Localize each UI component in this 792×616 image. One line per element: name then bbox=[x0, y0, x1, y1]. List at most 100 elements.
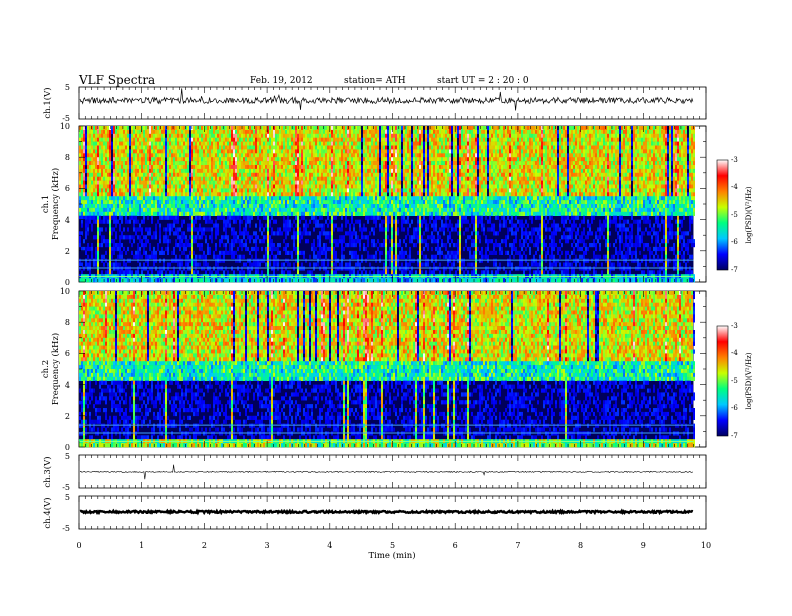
ch1-spectrogram-cell bbox=[265, 184, 267, 189]
ch1-spectrogram-cell bbox=[195, 270, 197, 275]
ch1-spectrogram-cell bbox=[307, 180, 309, 185]
ch1-spectrogram-cell bbox=[127, 200, 129, 205]
ch1-spectrogram-cell bbox=[179, 172, 181, 177]
ch1-spectrogram-cell bbox=[175, 200, 177, 205]
ch1-spectrogram-cell bbox=[293, 235, 295, 240]
ch1-spectrogram-cell bbox=[323, 227, 325, 232]
ch1-spectrogram-cell bbox=[83, 184, 85, 189]
ch1-spectrogram-cell bbox=[83, 215, 85, 220]
ch1-spectrogram-cell bbox=[381, 200, 383, 205]
ch1-spectrogram-cell bbox=[115, 258, 117, 263]
ch1-spectrogram-cell bbox=[135, 188, 137, 193]
ch1-spectrogram-cell bbox=[207, 246, 209, 252]
ch1-spectrogram-cell bbox=[233, 129, 235, 135]
ch1-spectrogram-cell bbox=[269, 235, 271, 240]
ch1-spectrogram-cell bbox=[219, 133, 221, 138]
ch1-spectrogram-cell bbox=[195, 145, 197, 150]
ch1-spectrogram-cell bbox=[105, 243, 107, 248]
ch1-spectrogram-cell bbox=[237, 180, 239, 185]
ch1-spectrogram-cell bbox=[111, 239, 113, 244]
ch1-spectrogram-cell bbox=[193, 165, 195, 170]
ch1-spectrogram-cell bbox=[247, 270, 249, 275]
ch1-spectrogram-cell bbox=[155, 192, 157, 197]
ch1-spectrogram-cell bbox=[227, 235, 229, 240]
ch1-spectrogram-cell bbox=[301, 192, 303, 197]
ch1-spectrogram-cell bbox=[111, 207, 113, 213]
ch1-spectrogram-cell bbox=[95, 153, 97, 158]
ch1-spectrogram-cell bbox=[201, 254, 203, 259]
ch1-spectrogram-cell bbox=[339, 129, 341, 135]
ch1-spectrogram-cell bbox=[113, 262, 115, 267]
ch1-spectrogram-cell bbox=[283, 161, 285, 166]
ch1-spectrogram-cell bbox=[373, 141, 375, 146]
ch1-spectrogram-cell bbox=[379, 258, 381, 263]
ch1-spectrogram-cell bbox=[303, 250, 305, 255]
ch1-spectrogram-cell bbox=[87, 180, 89, 185]
ch1-spectrogram-cell bbox=[297, 200, 299, 205]
ch1-spectrogram-cell bbox=[129, 176, 131, 181]
ch1-spectrogram-cell bbox=[383, 266, 385, 271]
ch1-spectrogram-cell bbox=[99, 204, 101, 209]
ch1-spectrogram-cell bbox=[191, 196, 193, 201]
ch1-spectrogram-cell bbox=[185, 262, 187, 267]
ch1-spectrogram-cell bbox=[315, 196, 317, 201]
ch1-spectrogram-cell bbox=[267, 184, 269, 189]
ch1-spectrogram-cell bbox=[175, 157, 177, 162]
ch1-spectrogram-cell bbox=[281, 157, 283, 162]
ch1-spectrogram-cell bbox=[137, 192, 139, 197]
ch1-spectrogram-cell bbox=[107, 204, 109, 209]
ch1-spectrogram-cell bbox=[249, 258, 251, 263]
ch1-spectrogram-cell bbox=[113, 250, 115, 255]
ch1-spectrogram-cell bbox=[177, 157, 179, 162]
ch1-spectrogram-cell bbox=[189, 180, 191, 185]
ch1-spectrogram-cell bbox=[97, 180, 99, 185]
ch1-spectrogram-cell bbox=[355, 137, 357, 142]
ch1-spectrogram-cell bbox=[183, 165, 185, 170]
ch1-spectrogram-cell bbox=[329, 204, 331, 209]
ch1-spectrogram-cell bbox=[183, 219, 185, 224]
ch1-spectrogram-cell bbox=[191, 165, 193, 170]
ch1-spectrogram-cell bbox=[187, 133, 189, 138]
ch1-spectrogram-cell bbox=[157, 196, 159, 201]
ch1-spectrogram-cell bbox=[379, 133, 381, 138]
ch1-spectrogram-cell bbox=[277, 243, 279, 248]
ch1-spectrogram-cell bbox=[359, 180, 361, 185]
ch1-spectrogram-cell bbox=[233, 207, 235, 213]
ch1-spectrogram-cell bbox=[251, 215, 253, 220]
ch1-spectrogram-cell bbox=[171, 192, 173, 197]
ch1-spectrogram-cell bbox=[225, 145, 227, 150]
ch1-spectrogram-cell bbox=[325, 188, 327, 193]
ch1-spectrogram-cell bbox=[301, 184, 303, 189]
ch1-spectrogram-cell bbox=[83, 153, 85, 158]
ch1-spectrogram-cell bbox=[265, 278, 267, 283]
ch1-spectrogram-cell bbox=[301, 196, 303, 201]
ch1-spectrogram-cell bbox=[321, 184, 323, 189]
ch1-spectrogram-cell bbox=[289, 133, 291, 138]
ch1-spectrogram-cell bbox=[241, 188, 243, 193]
ch1-spectrogram-cell bbox=[355, 239, 357, 244]
ch1-spectrogram-cell bbox=[383, 270, 385, 275]
ch1-spectrogram-cell bbox=[325, 145, 327, 150]
ch1-spectrogram-cell bbox=[117, 254, 119, 259]
ch1-spectrogram-cell bbox=[143, 172, 145, 177]
ch1-spectrogram-cell bbox=[203, 149, 205, 154]
ch1-spectrogram-cell bbox=[167, 227, 169, 232]
ch1-spectrogram-cell bbox=[359, 141, 361, 146]
ch1-spectrogram-cell bbox=[301, 157, 303, 162]
ch1-spectrogram-cell bbox=[135, 211, 137, 216]
ch1-spectrogram-cell bbox=[225, 278, 227, 283]
ch1-spectrogram-cell bbox=[147, 145, 149, 150]
ch1-spectrogram-cell bbox=[203, 176, 205, 181]
ch1-spectrogram-cell bbox=[317, 207, 319, 213]
ch1-spectrogram-cell bbox=[207, 227, 209, 232]
ch1-spectrogram-cell bbox=[335, 184, 337, 189]
ch1-spectrogram-cell bbox=[85, 192, 87, 197]
ch1-spectrogram-cell bbox=[261, 172, 263, 177]
ch1-spectrogram-cell bbox=[133, 133, 135, 138]
ch1-spectrogram-cell bbox=[145, 250, 147, 255]
ch1-spectrogram-cell bbox=[263, 153, 265, 158]
ch1-spectrogram-cell bbox=[265, 254, 267, 259]
ch1-spectrogram-cell bbox=[351, 266, 353, 271]
ch1-spectrogram-cell bbox=[291, 172, 293, 177]
ch1-spectrogram-cell bbox=[193, 239, 195, 244]
